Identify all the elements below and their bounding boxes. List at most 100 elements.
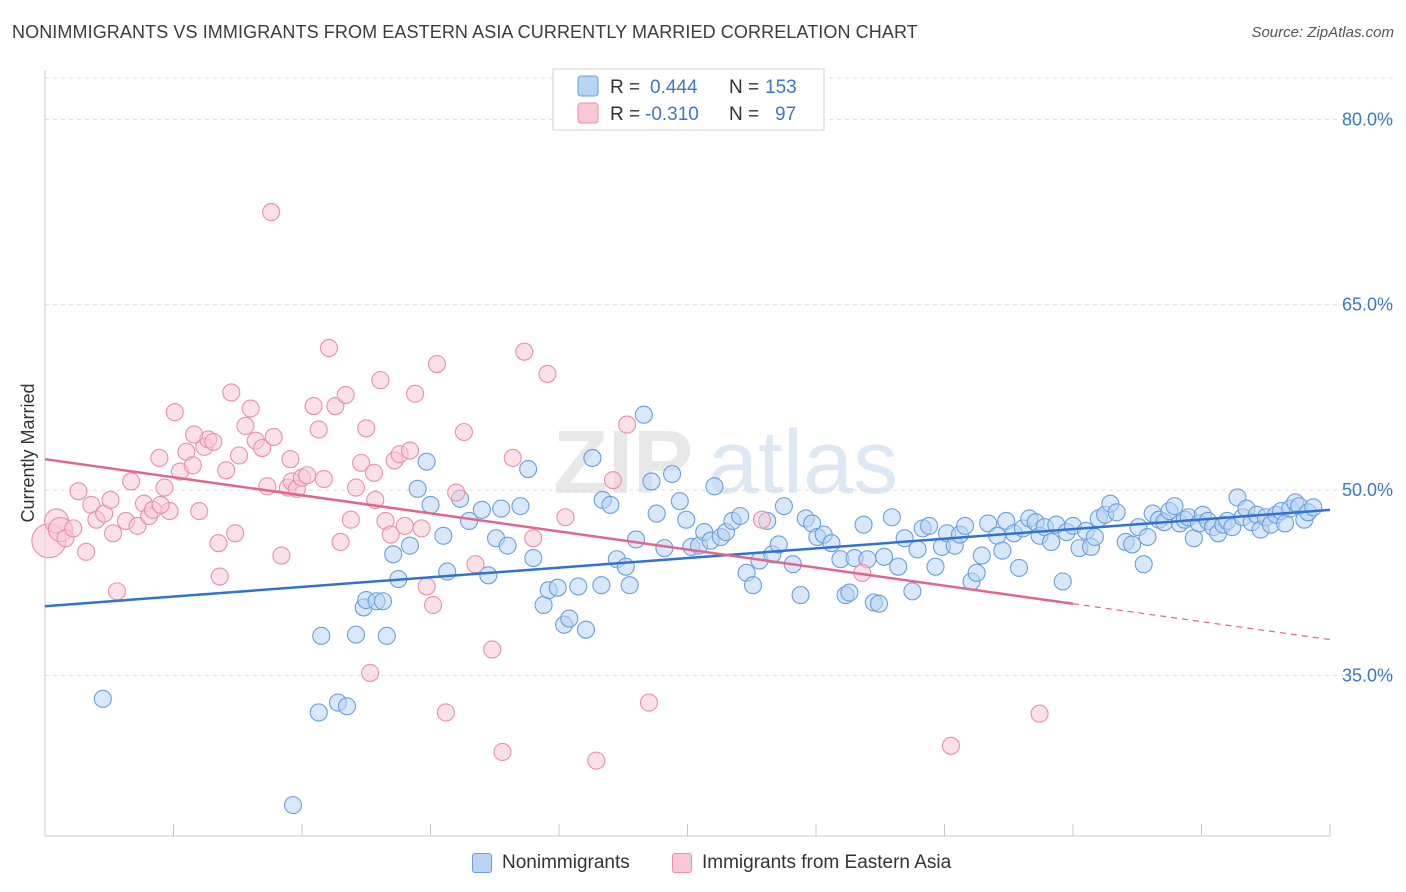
immigrant-point — [752, 510, 772, 529]
immigrant-point — [556, 508, 575, 527]
nonimmigrant-point — [967, 563, 986, 582]
legend-top-n-label: N = — [729, 104, 759, 125]
nonimmigrant-point — [979, 514, 998, 533]
nonimmigrant-point — [634, 405, 653, 424]
nonimmigrant-point — [769, 535, 788, 554]
immigrant-point — [381, 525, 400, 544]
immigrant-point — [515, 342, 534, 361]
immigrant-point — [151, 495, 170, 514]
immigrant-point — [298, 466, 317, 485]
nonimmigrant-point — [472, 500, 491, 519]
immigrant-point — [226, 524, 245, 543]
immigrant-point — [341, 510, 360, 529]
immigrant-point — [417, 577, 436, 596]
nonimmigrant-point — [972, 546, 991, 565]
nonimmigrant-point — [592, 576, 611, 595]
immigrant-point — [538, 364, 557, 383]
chart-title: NONIMMIGRANTS VS IMMIGRANTS FROM EASTERN… — [12, 22, 918, 42]
immigrant-point — [128, 516, 147, 535]
nonimmigrant-point — [417, 452, 436, 471]
nonimmigrant-point — [616, 557, 635, 576]
axis-layer: 35.0%50.0%65.0%80.0%0.0%100.0%Currently … — [18, 70, 1393, 837]
nonimmigrant-point — [1123, 535, 1142, 554]
nonimmigrant-point — [875, 547, 894, 566]
immigrant-point — [395, 516, 414, 535]
legend-label: Nonimmigrants — [502, 852, 630, 873]
y-tick-label: 65.0% — [1342, 295, 1393, 315]
nonimmigrant-point — [889, 557, 908, 576]
legend-top-pink-swatch — [577, 102, 599, 124]
nonimmigrant-point — [479, 566, 498, 585]
immigrant-point — [77, 542, 96, 561]
immigrant-point — [357, 419, 376, 438]
nonimmigrant-point — [498, 536, 517, 555]
immigrant-point — [412, 519, 431, 538]
immigrant-point — [314, 469, 333, 488]
nonimmigrant-point — [642, 472, 661, 491]
nonimmigrant-point — [647, 504, 666, 523]
nonimmigrant-point — [743, 576, 763, 595]
nonimmigrant-trendline — [44, 508, 1331, 608]
nonimmigrant-point — [840, 583, 859, 602]
source-label: Source: ZipAtlas.com — [1251, 24, 1394, 41]
nonimmigrant-point — [384, 545, 403, 564]
immigrant-point — [524, 529, 543, 548]
immigrant-point — [190, 502, 209, 521]
legend-item-immigrants: Immigrants from Eastern Asia — [672, 852, 951, 874]
immigrant-point — [400, 441, 419, 460]
legend-top: R = 0.444 N = 153 R = -0.310 N = 97 — [552, 68, 825, 131]
legend-bottom: Nonimmigrants Immigrants from Eastern As… — [0, 852, 1406, 878]
legend-top-n-label: N = — [729, 77, 759, 98]
immigrant-point — [236, 416, 255, 435]
nonimmigrant-point — [1053, 572, 1072, 591]
nonimmigrant-point — [663, 464, 682, 484]
immigrant-point — [346, 478, 366, 497]
immigrant-trendline-extension — [1072, 603, 1331, 641]
immigrant-point — [427, 354, 446, 374]
nonimmigrant-point — [569, 577, 588, 596]
immigrant-point — [150, 448, 169, 467]
legend-top-blue-swatch — [577, 75, 599, 97]
immigrant-point — [618, 415, 637, 434]
legend-top-r-label: R = — [610, 104, 640, 125]
immigrant-point — [222, 383, 241, 402]
nonimmigrant-point — [1165, 497, 1184, 516]
legend-top-r-value: -0.310 — [645, 104, 699, 125]
nonimmigrant-point — [822, 534, 841, 553]
immigrant-point — [229, 446, 249, 465]
nonimmigrant-point — [576, 620, 596, 639]
immigrant-point — [272, 546, 291, 565]
scatter-chart: ZIP atlas 35.0%50.0%65.0%80.0%0.0%100.0%… — [18, 68, 1393, 837]
y-tick-label: 35.0% — [1342, 665, 1393, 685]
immigrant-point — [69, 482, 88, 501]
nonimmigrant-point — [705, 477, 724, 496]
nonimmigrant-point — [312, 626, 331, 645]
legend-top-n-value: 97 — [775, 104, 796, 125]
nonimmigrant-point — [903, 582, 922, 601]
immigrant-point — [210, 567, 229, 586]
immigrant-point — [371, 371, 390, 390]
watermark-atlas: atlas — [708, 413, 898, 513]
immigrant-point — [253, 439, 272, 458]
nonimmigrant-point — [627, 530, 646, 549]
immigrant-point — [941, 736, 960, 755]
nonimmigrant-point — [908, 540, 927, 559]
nonimmigrant-point — [283, 796, 303, 815]
nonimmigrant-point — [583, 448, 602, 467]
legend-top-r-value: 0.444 — [650, 77, 698, 98]
nonimmigrant-point — [854, 515, 873, 534]
nonimmigrant-point — [373, 592, 393, 611]
nonimmigrant-point — [601, 495, 620, 514]
nonimmigrant-point — [421, 495, 440, 514]
nonimmigrant-point — [926, 557, 945, 576]
immigrant-point — [107, 582, 127, 601]
grid-layer — [45, 77, 1393, 676]
immigrant-point — [217, 461, 236, 480]
immigrant-point — [165, 403, 184, 422]
nonimmigrant-point — [1304, 498, 1323, 517]
immigrant-point — [281, 450, 300, 469]
immigrant-point — [603, 471, 623, 490]
immigrant-point — [204, 432, 223, 451]
nonimmigrant-point — [791, 586, 810, 605]
immigrant-point — [639, 693, 659, 712]
